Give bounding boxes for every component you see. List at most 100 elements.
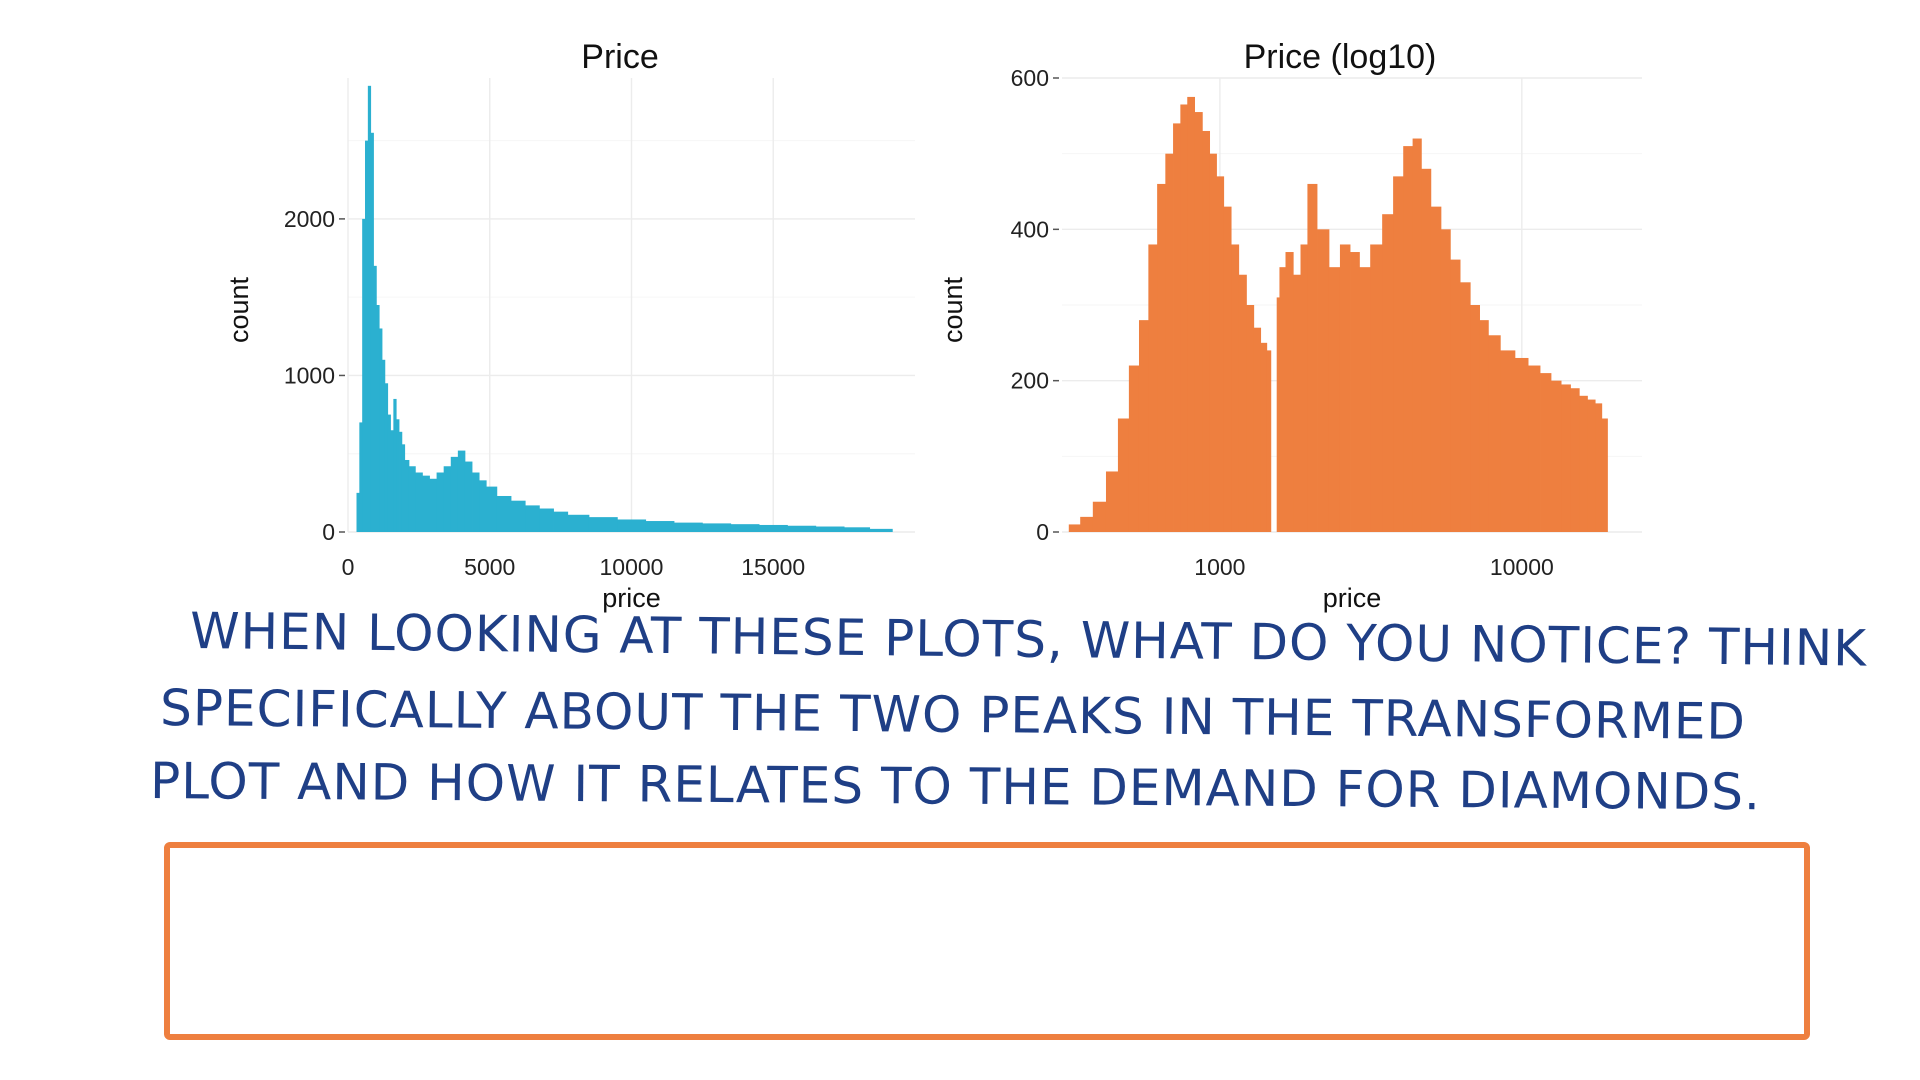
prompt-line-3: PLOT AND HOW IT RELATES TO THE DEMAND FO… [150,752,1761,821]
histogram-bar [1173,123,1181,533]
histogram-bar [1238,274,1247,532]
histogram-bar [376,305,380,532]
histogram-bar [399,431,403,532]
histogram-bar [1587,399,1596,532]
histogram-bar [1488,335,1501,532]
histogram-bar [1382,214,1394,532]
histogram-bar [373,265,377,532]
histogram-bar [1328,267,1341,532]
histogram-bar [1279,267,1286,532]
histogram-bar [1470,305,1480,532]
histogram-bar [1403,146,1413,532]
prompt-line-1: WHEN LOOKING AT THESE PLOTS, WHAT DO YOU… [190,602,1868,678]
histogram-bar [464,461,473,532]
histogram-bar [479,480,487,532]
histogram-bar [1350,252,1360,532]
histogram-bar [370,132,374,533]
y-tick-label: 2000 [284,206,335,232]
histogram-bar [1194,112,1203,533]
histogram-bar [496,495,512,532]
histogram-bar [365,140,369,532]
histogram-bar [1246,305,1255,532]
histogram-bar [787,525,817,532]
histogram-bar [1307,183,1318,532]
histogram-bar [1540,373,1552,532]
x-tick-label: 10000 [600,554,664,580]
histogram-bar [422,475,430,532]
histogram-bar [1317,229,1330,532]
histogram-bar [1570,388,1580,532]
histogram-bar [1359,267,1371,532]
log-price-histogram: 0 200 400 600 1000 10000 Price (log10) price cou… [938,38,1642,613]
answer-box[interactable] [164,842,1810,1040]
histogram-bar [457,450,466,532]
histogram-bar [1561,384,1571,532]
histogram-bar [645,521,675,532]
histogram-bar [1080,516,1094,532]
histogram-bar [1579,395,1588,532]
y-tick-label: 1000 [284,362,335,388]
histogram-bar [1209,153,1217,533]
histogram-bar [472,472,480,532]
histogram-bar [1412,138,1422,532]
histogram-bar [393,398,397,532]
y-axis-title: count [938,276,968,343]
histogram-bar [1285,252,1294,532]
histogram-bar [1300,244,1308,532]
histogram-bar [450,456,459,532]
y-tick-label: 0 [1036,519,1049,545]
histogram-bar [356,492,360,532]
histogram-bar [390,430,394,532]
histogram-bar [674,522,703,532]
histogram-bar [1128,365,1140,532]
y-axis-title: count [224,276,254,343]
histogram-bar [1479,320,1489,532]
y-tick-label: 0 [322,519,335,545]
chart-title: Price (log10) [1244,38,1437,76]
histogram-bar [1223,206,1232,532]
histogram-bar [1148,244,1158,532]
histogram-bar [1231,244,1240,532]
histogram-bar [553,511,569,532]
x-axis-title: price [1323,583,1382,613]
histogram-bar [1339,244,1351,532]
histogram-bar [396,419,400,532]
x-tick-label: 0 [342,554,355,580]
histogram-bar [486,486,498,532]
histogram-bar [1138,320,1149,532]
histogram-bar [408,466,416,532]
prompt-line-2: SPECIFICALLY ABOUT THE TWO PEAKS IN THE … [160,679,1746,751]
histogram-bar [1253,327,1262,532]
histogram-bar [1393,176,1404,532]
histogram-bar [815,526,845,532]
histogram-bar [382,359,386,532]
histogram-bar [1068,524,1081,532]
x-axis-title: price [602,583,661,613]
histogram-bar [539,508,554,532]
histogram-bar [1266,350,1272,532]
x-tick-label: 15000 [741,554,805,580]
histogram-bar [379,328,383,532]
histogram-bar [1117,418,1130,532]
y-tick-label: 400 [1011,216,1049,242]
histogram-bar [1528,365,1541,532]
histogram-bar [1165,153,1174,533]
histogram-bar [1370,244,1383,532]
histogram-bar [367,85,372,532]
histogram-bar [415,472,423,532]
histogram-bar [1460,282,1471,532]
price-histogram: 0 1000 2000 0 5000 10000 15000 Price price count [224,38,915,613]
histogram-bar [1276,297,1280,532]
histogram-bar [384,383,389,532]
histogram-bar [617,519,647,532]
y-tick-label: 600 [1011,65,1049,91]
histogram-bar [1180,104,1188,532]
histogram-bar [1260,342,1268,532]
histogram-bar [387,414,391,532]
histogram-bar [1440,229,1451,532]
histogram-bar [702,523,732,532]
handwritten-prompt: WHEN LOOKING AT THESE PLOTS, WHAT DO YOU… [150,602,1868,821]
histogram-bar [443,466,452,532]
histogram-bar [1293,274,1301,532]
histogram-bar [759,524,788,532]
